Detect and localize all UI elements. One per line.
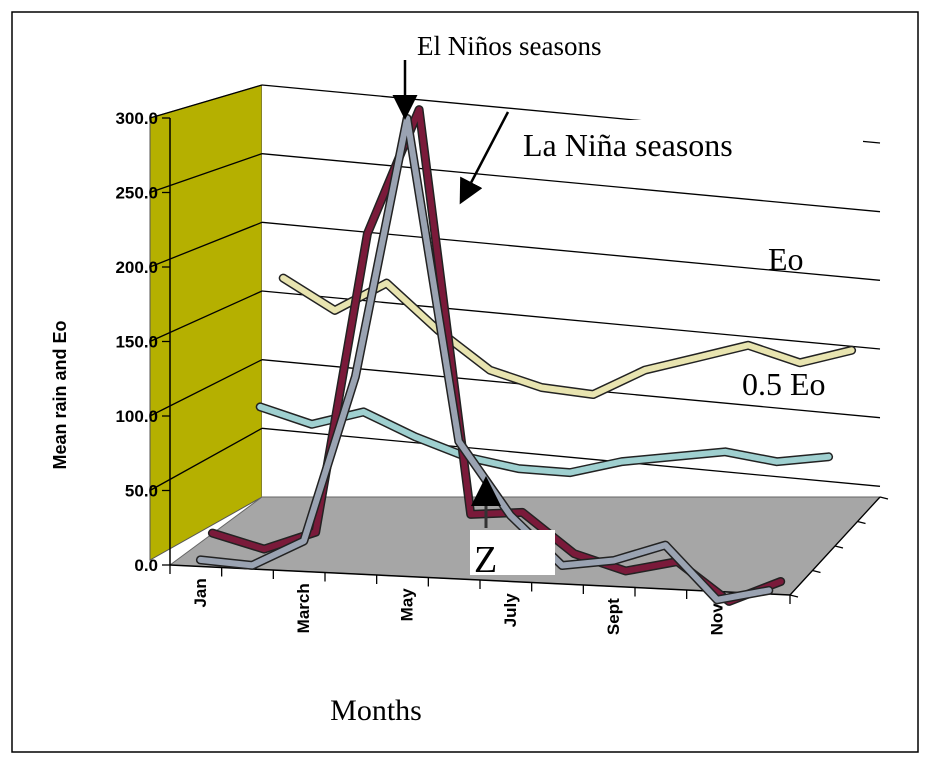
gridline-side <box>149 84 263 119</box>
gridline-side <box>149 153 263 194</box>
x-tick-label: March <box>294 583 313 633</box>
la-nina-arrow <box>459 111 510 205</box>
x-tick-label: Jan <box>191 578 210 607</box>
x-tick-label: Sept <box>604 598 623 635</box>
annotation-half-eo: 0.5 Eo <box>742 366 826 402</box>
depth-tick-mark <box>812 569 821 574</box>
depth-tick-mark <box>879 496 889 500</box>
depth-tick-mark <box>834 545 844 549</box>
y-axis-label: Mean rain and Eo <box>50 320 70 469</box>
gridline-side <box>149 427 263 492</box>
depth-ticks <box>789 496 889 598</box>
x-tick-label: May <box>398 588 417 622</box>
z-label-bg <box>470 530 555 575</box>
annotation-el-nino: El Niños seasons <box>417 31 602 61</box>
side-wall <box>149 84 263 561</box>
annotation-eo: Eo <box>768 241 804 277</box>
annotation-la-nina: La Niña seasons <box>523 127 733 163</box>
y-tick-label: 50.0 <box>125 482 158 501</box>
series-line <box>280 275 855 398</box>
y-ticks: 0.0 50.0 100.0 150.0 200.0 250.0 300.0 <box>115 109 170 575</box>
depth-tick-mark <box>789 594 799 598</box>
annotation-z: Z <box>474 539 497 581</box>
gridline-back <box>261 290 881 350</box>
y-tick-label: 150.0 <box>115 333 158 352</box>
y-tick-label: 250.0 <box>115 184 158 203</box>
x-tick-label: July <box>501 593 520 628</box>
depth-tick-mark <box>857 520 866 525</box>
series-line <box>257 403 832 476</box>
x-ticks: Jan March May July Sept Nov <box>169 565 791 636</box>
x-axis-label: Months <box>330 694 422 727</box>
gridline-side <box>149 359 263 417</box>
gridline-back <box>261 427 881 487</box>
x-tick-label: Nov <box>708 603 727 636</box>
gridlines <box>149 84 881 492</box>
gridline-side <box>149 290 263 343</box>
y-tick-label: 200.0 <box>115 258 158 277</box>
gridline-side <box>149 221 263 268</box>
la-nina-label-bg <box>518 120 863 168</box>
gridline-back <box>261 153 881 213</box>
y-tick-label: 100.0 <box>115 407 158 426</box>
y-tick-label: 300.0 <box>115 109 158 128</box>
y-tick-label: 0.0 <box>134 556 158 575</box>
